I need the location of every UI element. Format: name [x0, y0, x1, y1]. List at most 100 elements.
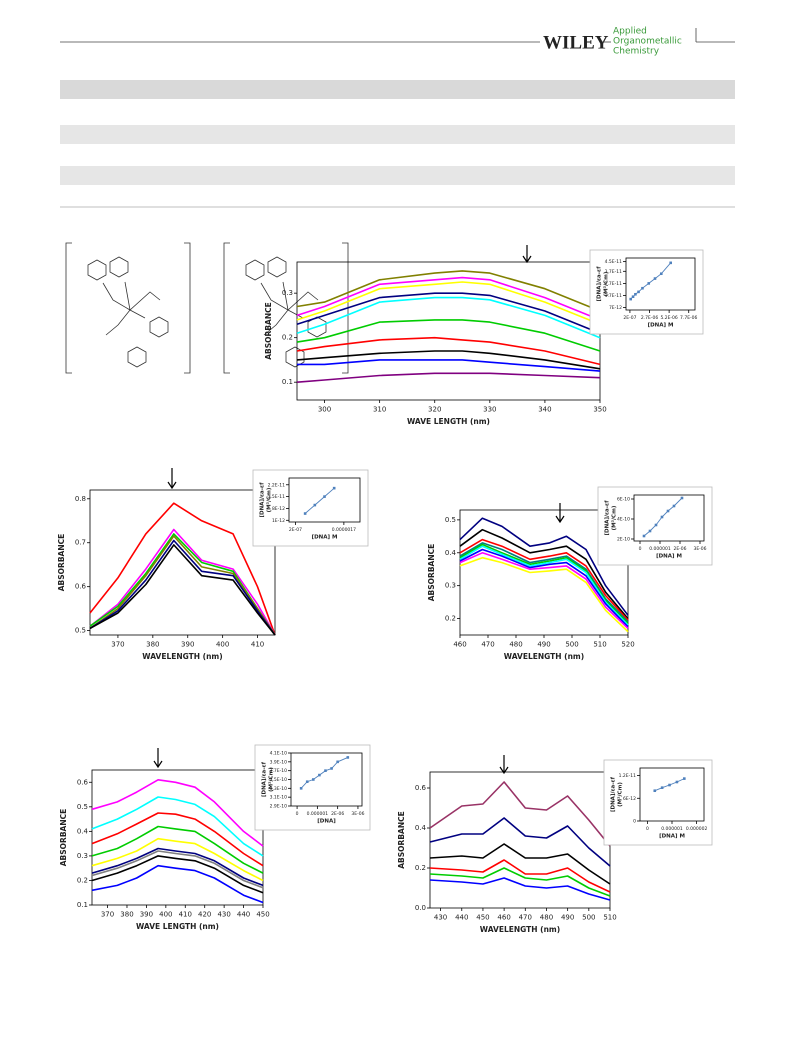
y-tick-label: 3.7E-11 [605, 269, 622, 275]
x-tick-label: 2.7E-06 [641, 315, 658, 321]
spectrum-line [89, 539, 276, 636]
arrows [153, 245, 565, 775]
spectrum-line [91, 796, 264, 857]
data-point [672, 504, 676, 508]
x-tick-label: 450 [476, 914, 489, 922]
y-tick-label: 2.2E-11 [268, 482, 285, 488]
gray-bar [60, 125, 735, 144]
x-tick-label: 370 [101, 911, 114, 919]
x-tick-label: 490 [561, 914, 574, 922]
x-tick-label: 460 [497, 914, 510, 922]
x-tick-label: 460 [453, 641, 466, 649]
spectrum-line [296, 350, 601, 370]
data-point [654, 523, 658, 527]
spectrum-line [429, 817, 611, 867]
spectrum-line [459, 538, 629, 621]
y-tick-label: 0.2 [445, 615, 456, 623]
x-tick-label: 400 [216, 641, 229, 649]
inset-y-unit: (M²/Cm) [268, 767, 275, 792]
spectrum-line [89, 528, 276, 636]
x-tick-label: 0.000001 [649, 546, 671, 552]
x-tick-label: 2E-07 [289, 527, 302, 533]
data-point [653, 277, 657, 280]
spectrum-line [429, 859, 611, 893]
y-tick-label: 0.4 [77, 827, 89, 835]
spectrum-line [89, 502, 276, 636]
x-tick-label: 380 [120, 911, 133, 919]
plot-frame [89, 489, 276, 636]
data-point [312, 778, 315, 781]
y-tick-label: 0.6 [77, 778, 89, 786]
spectrum-line [296, 319, 601, 352]
data-point [666, 509, 670, 513]
x-axis-label: WAVE LENGTH (nm) [407, 417, 490, 426]
y-tick-label: 0.7 [75, 539, 86, 547]
inset-x-label: [DNA] M [659, 834, 685, 840]
x-tick-label: 430 [434, 914, 447, 922]
data-point [659, 272, 663, 276]
data-point [305, 780, 309, 784]
y-tick-label: 3.5E-10 [270, 777, 287, 783]
x-tick-label: 350 [593, 406, 606, 414]
spectrum-line [459, 528, 629, 620]
spectrum-line [296, 281, 601, 326]
data-point [660, 515, 664, 519]
x-tick-label: 7.7E-06 [680, 315, 697, 321]
y-tick-label: 1.5E-11 [268, 494, 285, 500]
x-tick-label: 450 [256, 911, 269, 919]
y-tick-label: 6E-12 [623, 796, 636, 802]
x-tick-label: 430 [217, 911, 230, 919]
data-point [318, 773, 321, 777]
gray-bar [60, 166, 735, 185]
spectrum-line [91, 837, 264, 882]
spectrum-line [296, 336, 601, 366]
x-tick-label: 0 [296, 811, 299, 817]
spectrum-line [459, 556, 629, 633]
y-tick-label: 0 [633, 819, 636, 825]
inset-frame [252, 469, 369, 547]
spectrum-line [296, 296, 601, 339]
y-tick-label: 0.2 [77, 876, 88, 884]
spectrum-line [297, 359, 601, 372]
x-tick-label: 340 [538, 406, 551, 414]
y-tick-label: 6E-10 [617, 497, 630, 503]
x-tick-label: 390 [181, 641, 194, 649]
data-point [313, 503, 317, 507]
inset-x-label: [DNA] M [648, 323, 674, 329]
inset-y-unit: (M²/Cm) [603, 271, 610, 296]
y-tick-label: 3.3E-10 [270, 786, 287, 792]
x-axis-label: WAVELENGTH (nm) [142, 652, 222, 661]
data-point [653, 789, 657, 793]
x-tick-label: 2E-07 [623, 315, 636, 321]
y-axis-label: ABSORBANCE [397, 811, 406, 869]
spectrum-line [459, 545, 629, 626]
data-point [648, 529, 652, 533]
y-tick-label: 7E-12 [609, 305, 622, 311]
inset-y-unit: (M²/Cm) [266, 487, 273, 512]
inset-y-label: [DNA]/εa-εf [597, 266, 603, 302]
x-tick-label: 0.000001 [661, 826, 683, 832]
inset-x-label: [DNA] M [312, 535, 338, 541]
spectrum-line [296, 270, 601, 312]
y-tick-label: 0.3 [77, 852, 88, 860]
spectrum-line [429, 843, 611, 885]
x-tick-label: 510 [593, 641, 606, 649]
data-point [680, 496, 684, 500]
inset-y-unit: (M²/Cm) [617, 782, 624, 807]
y-tick-label: 0.5 [75, 627, 86, 635]
inset-y-label: [DNA]/εa-εf [605, 500, 611, 536]
data-point [346, 756, 350, 759]
y-tick-label: 4E-10 [617, 517, 630, 523]
inset-frame [603, 759, 713, 846]
journal-line: Applied [613, 27, 647, 37]
data-point [668, 783, 671, 787]
y-tick-label: 1.2E-11 [619, 773, 636, 779]
y-tick-label: 0.1 [77, 901, 88, 909]
plot-frame [91, 769, 264, 906]
y-tick-label: 2.9E-10 [270, 804, 287, 810]
y-tick-label: 0.2 [282, 334, 293, 342]
y-tick-label: 0.0 [415, 904, 426, 912]
x-tick-label: 0.000001 [307, 811, 329, 817]
y-axis-label: ABSORBANCE [59, 809, 68, 867]
